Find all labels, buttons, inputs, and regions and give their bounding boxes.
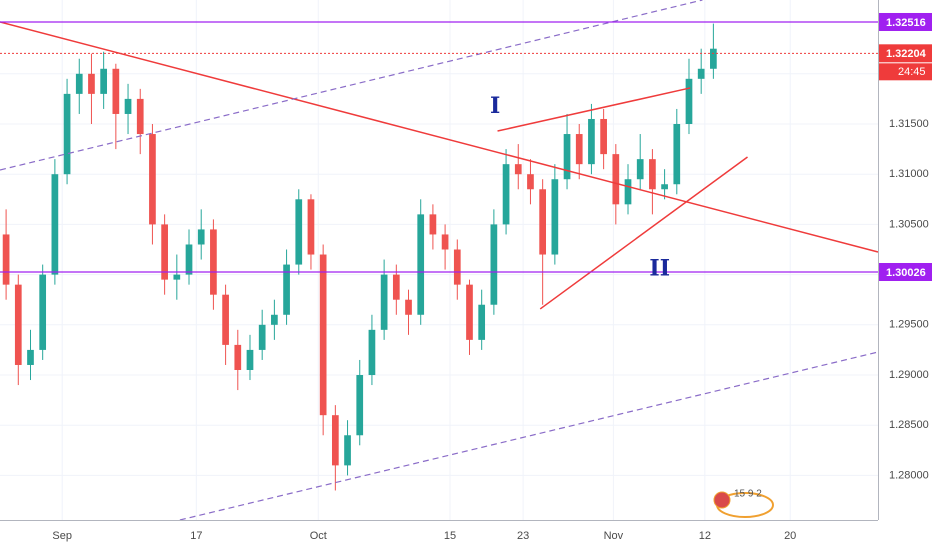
labels: 1.280001.285001.290001.295001.300001.305… — [52, 12, 932, 542]
candle-body — [697, 68, 705, 79]
y-tick-label: 1.31500 — [889, 118, 929, 130]
candle-body — [307, 199, 315, 255]
y-tick-label: 1.30500 — [889, 218, 929, 230]
x-tick-label: 12 — [699, 530, 711, 542]
countdown: 24:45 — [898, 66, 926, 78]
candle-body — [185, 244, 193, 275]
candle-body — [14, 284, 22, 365]
candle-body — [344, 435, 351, 466]
price-label-box — [879, 44, 932, 63]
candle-body — [649, 159, 656, 190]
candle-body — [271, 314, 278, 325]
annotation: I — [490, 93, 500, 119]
candle-body — [392, 274, 400, 300]
price-label: 1.30026 — [886, 267, 926, 279]
trend-line — [0, 0, 703, 171]
candle-body — [39, 274, 47, 350]
candle-body — [63, 93, 71, 175]
x-tick-label: 23 — [517, 530, 529, 542]
y-tick-label: 1.29000 — [889, 369, 929, 381]
logo-globe — [713, 491, 731, 509]
candle-body — [612, 154, 620, 205]
candle-body — [429, 214, 437, 235]
candle-body — [27, 349, 34, 365]
trend-line — [0, 21, 879, 253]
candle-body — [600, 118, 607, 155]
candle-body — [563, 134, 571, 180]
price-label-box — [879, 262, 932, 281]
x-tick-label: 15 — [444, 530, 456, 542]
x-tick-label: 20 — [784, 530, 796, 542]
candle-body — [673, 124, 681, 185]
candle-body — [575, 134, 583, 165]
candle-body — [417, 214, 425, 315]
candle-body — [283, 264, 290, 315]
candle-body — [88, 73, 95, 94]
candle-body — [356, 375, 364, 436]
countdown-box — [879, 63, 932, 81]
grid — [0, 0, 878, 520]
y-tick-label: 1.28000 — [889, 469, 929, 481]
price-label-box — [879, 12, 932, 31]
candle-body — [478, 304, 486, 340]
y-tick-label: 1.29500 — [889, 319, 929, 331]
candle-body — [490, 224, 498, 305]
candle-body — [441, 234, 449, 250]
candle-body — [368, 329, 376, 376]
candle-body — [222, 294, 229, 345]
candle-body — [551, 179, 559, 255]
candle-body — [210, 229, 217, 295]
candle-body — [295, 199, 303, 265]
candle-body — [624, 179, 632, 205]
candle-body — [636, 159, 644, 180]
y-tick-label: 1.31000 — [889, 168, 929, 180]
x-tick-label: Sep — [52, 530, 72, 542]
candle-body — [588, 118, 595, 165]
candle-body — [173, 274, 181, 280]
candle-body — [453, 249, 461, 285]
candle-body — [527, 174, 534, 190]
candle-body — [514, 164, 522, 175]
candle-body — [466, 284, 473, 340]
candle-body — [710, 48, 717, 69]
candle-body — [51, 174, 59, 275]
candle-body — [539, 189, 547, 255]
candle-body — [112, 68, 120, 114]
candle-body — [246, 349, 254, 370]
candle-body — [75, 73, 83, 94]
y-tick-label: 1.28500 — [889, 419, 929, 431]
logo-text: 15 9 2 — [734, 489, 762, 500]
candle-body — [2, 234, 10, 285]
x-tick-label: Oct — [310, 530, 327, 542]
candle-body — [380, 274, 388, 330]
candle-body — [136, 98, 144, 135]
x-tick-label: 17 — [190, 530, 202, 542]
price-label: 1.32204 — [886, 48, 927, 60]
plot — [0, 0, 879, 521]
trend-line — [539, 156, 748, 310]
candle-body — [661, 184, 668, 190]
candle-body — [161, 224, 168, 280]
candle-body — [685, 78, 693, 125]
axes — [0, 0, 879, 521]
candle-body — [319, 254, 327, 416]
annotation: II — [649, 256, 670, 282]
trend-line — [497, 87, 691, 132]
candle-body — [124, 98, 132, 114]
x-tick-label: Nov — [604, 530, 624, 542]
candle-body — [331, 415, 339, 466]
candle-body — [502, 164, 510, 225]
candle-body — [100, 68, 108, 94]
candle-body — [197, 229, 205, 245]
candle-body — [234, 344, 242, 370]
price-label: 1.32516 — [886, 17, 926, 29]
candle-body — [149, 134, 156, 225]
candle-body — [405, 299, 412, 315]
candle-body — [258, 324, 266, 350]
